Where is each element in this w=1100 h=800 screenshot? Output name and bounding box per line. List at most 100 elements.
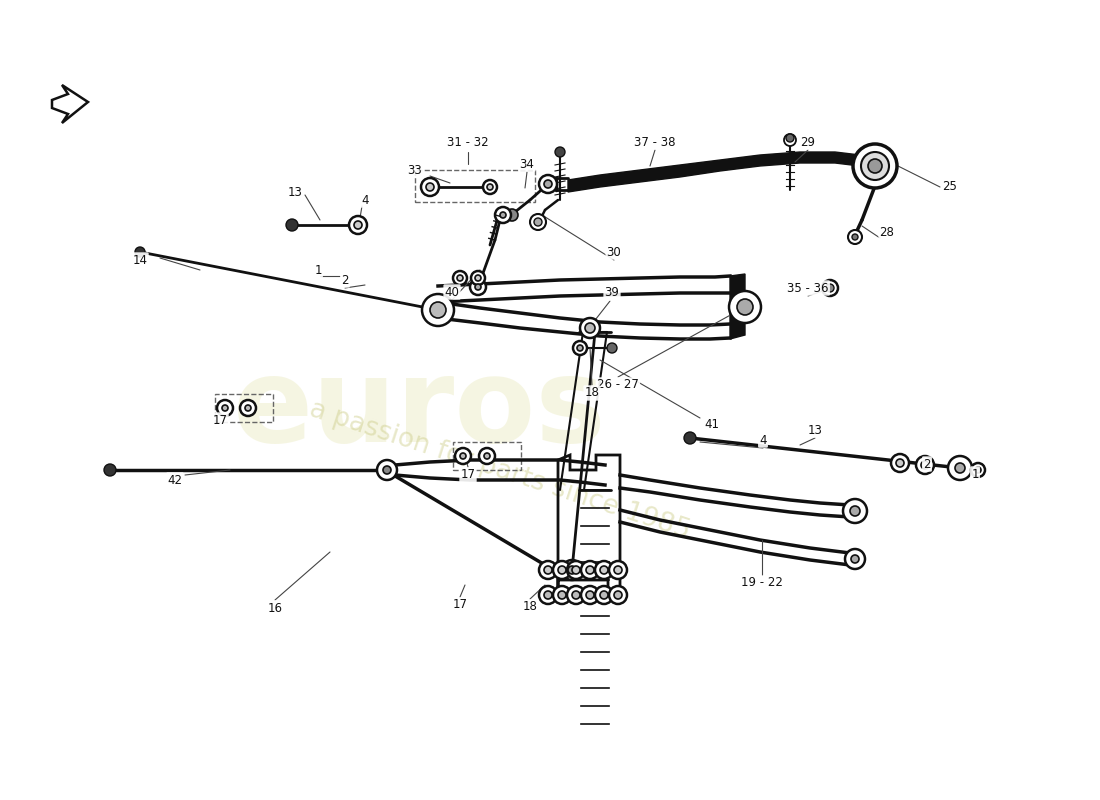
Circle shape xyxy=(586,566,594,574)
Circle shape xyxy=(426,183,434,191)
Text: 26 - 27: 26 - 27 xyxy=(597,378,639,391)
Circle shape xyxy=(487,184,493,190)
Circle shape xyxy=(455,448,471,464)
Circle shape xyxy=(585,323,595,333)
Text: 31 - 32: 31 - 32 xyxy=(448,137,488,150)
Circle shape xyxy=(580,318,600,338)
Text: euros: euros xyxy=(233,353,607,467)
Text: 4: 4 xyxy=(759,434,767,446)
Circle shape xyxy=(595,586,613,604)
Circle shape xyxy=(848,230,862,244)
Circle shape xyxy=(500,212,506,218)
Circle shape xyxy=(240,400,256,416)
Text: 29: 29 xyxy=(801,135,815,149)
Circle shape xyxy=(896,459,904,467)
Circle shape xyxy=(456,275,463,281)
Circle shape xyxy=(566,561,585,579)
Circle shape xyxy=(581,561,600,579)
Text: 18: 18 xyxy=(522,601,538,614)
Circle shape xyxy=(822,280,838,296)
Circle shape xyxy=(544,591,552,599)
Text: 13: 13 xyxy=(807,423,823,437)
Text: 1: 1 xyxy=(315,263,321,277)
Circle shape xyxy=(607,343,617,353)
Circle shape xyxy=(217,400,233,416)
Circle shape xyxy=(377,460,397,480)
Circle shape xyxy=(614,566,622,574)
Circle shape xyxy=(891,454,909,472)
Text: 2: 2 xyxy=(341,274,349,286)
Text: 16: 16 xyxy=(267,602,283,614)
Circle shape xyxy=(135,247,145,257)
Circle shape xyxy=(568,566,576,574)
Circle shape xyxy=(852,234,858,240)
Circle shape xyxy=(851,555,859,563)
Circle shape xyxy=(850,506,860,516)
Circle shape xyxy=(475,284,481,290)
Text: 34: 34 xyxy=(519,158,535,170)
Text: 4: 4 xyxy=(361,194,368,206)
Circle shape xyxy=(562,560,582,580)
Circle shape xyxy=(572,591,580,599)
Circle shape xyxy=(539,175,557,193)
Circle shape xyxy=(852,144,896,188)
Circle shape xyxy=(786,134,794,142)
Circle shape xyxy=(286,219,298,231)
Text: 14: 14 xyxy=(132,254,147,266)
Circle shape xyxy=(495,207,512,223)
Circle shape xyxy=(595,561,613,579)
Circle shape xyxy=(578,345,583,351)
Text: 1: 1 xyxy=(971,467,979,481)
Circle shape xyxy=(955,463,965,473)
Polygon shape xyxy=(568,152,874,192)
Circle shape xyxy=(843,499,867,523)
Text: 2: 2 xyxy=(923,458,931,470)
Circle shape xyxy=(975,467,981,473)
Circle shape xyxy=(826,284,834,292)
Circle shape xyxy=(349,216,367,234)
Circle shape xyxy=(245,405,251,411)
Text: 17: 17 xyxy=(212,414,228,426)
Circle shape xyxy=(729,291,761,323)
Text: 19 - 22: 19 - 22 xyxy=(741,577,783,590)
Circle shape xyxy=(104,464,116,476)
Text: 30: 30 xyxy=(606,246,621,258)
Circle shape xyxy=(572,566,580,574)
Circle shape xyxy=(868,159,882,173)
Circle shape xyxy=(614,591,622,599)
Circle shape xyxy=(684,432,696,444)
Circle shape xyxy=(916,456,934,474)
Circle shape xyxy=(566,586,585,604)
Circle shape xyxy=(600,591,608,599)
Circle shape xyxy=(430,302,446,318)
Circle shape xyxy=(737,299,754,315)
Circle shape xyxy=(534,218,542,226)
Circle shape xyxy=(971,463,984,477)
Circle shape xyxy=(948,456,972,480)
Circle shape xyxy=(530,214,546,230)
Circle shape xyxy=(553,561,571,579)
Circle shape xyxy=(422,294,454,326)
Text: 18: 18 xyxy=(584,386,600,399)
Circle shape xyxy=(453,271,468,285)
Circle shape xyxy=(581,586,600,604)
Circle shape xyxy=(558,566,566,574)
Circle shape xyxy=(539,561,557,579)
Circle shape xyxy=(470,279,486,295)
Text: 25: 25 xyxy=(943,181,957,194)
Circle shape xyxy=(539,586,557,604)
Circle shape xyxy=(556,147,565,157)
Circle shape xyxy=(544,566,552,574)
Circle shape xyxy=(478,448,495,464)
Circle shape xyxy=(460,453,466,459)
Circle shape xyxy=(609,561,627,579)
Circle shape xyxy=(861,152,889,180)
Circle shape xyxy=(921,461,929,469)
Circle shape xyxy=(471,271,485,285)
Circle shape xyxy=(222,405,228,411)
Text: 39: 39 xyxy=(605,286,619,299)
Circle shape xyxy=(586,591,594,599)
Circle shape xyxy=(484,453,490,459)
Text: 41: 41 xyxy=(704,418,719,431)
Text: a passion for parts since 1985: a passion for parts since 1985 xyxy=(306,396,694,544)
